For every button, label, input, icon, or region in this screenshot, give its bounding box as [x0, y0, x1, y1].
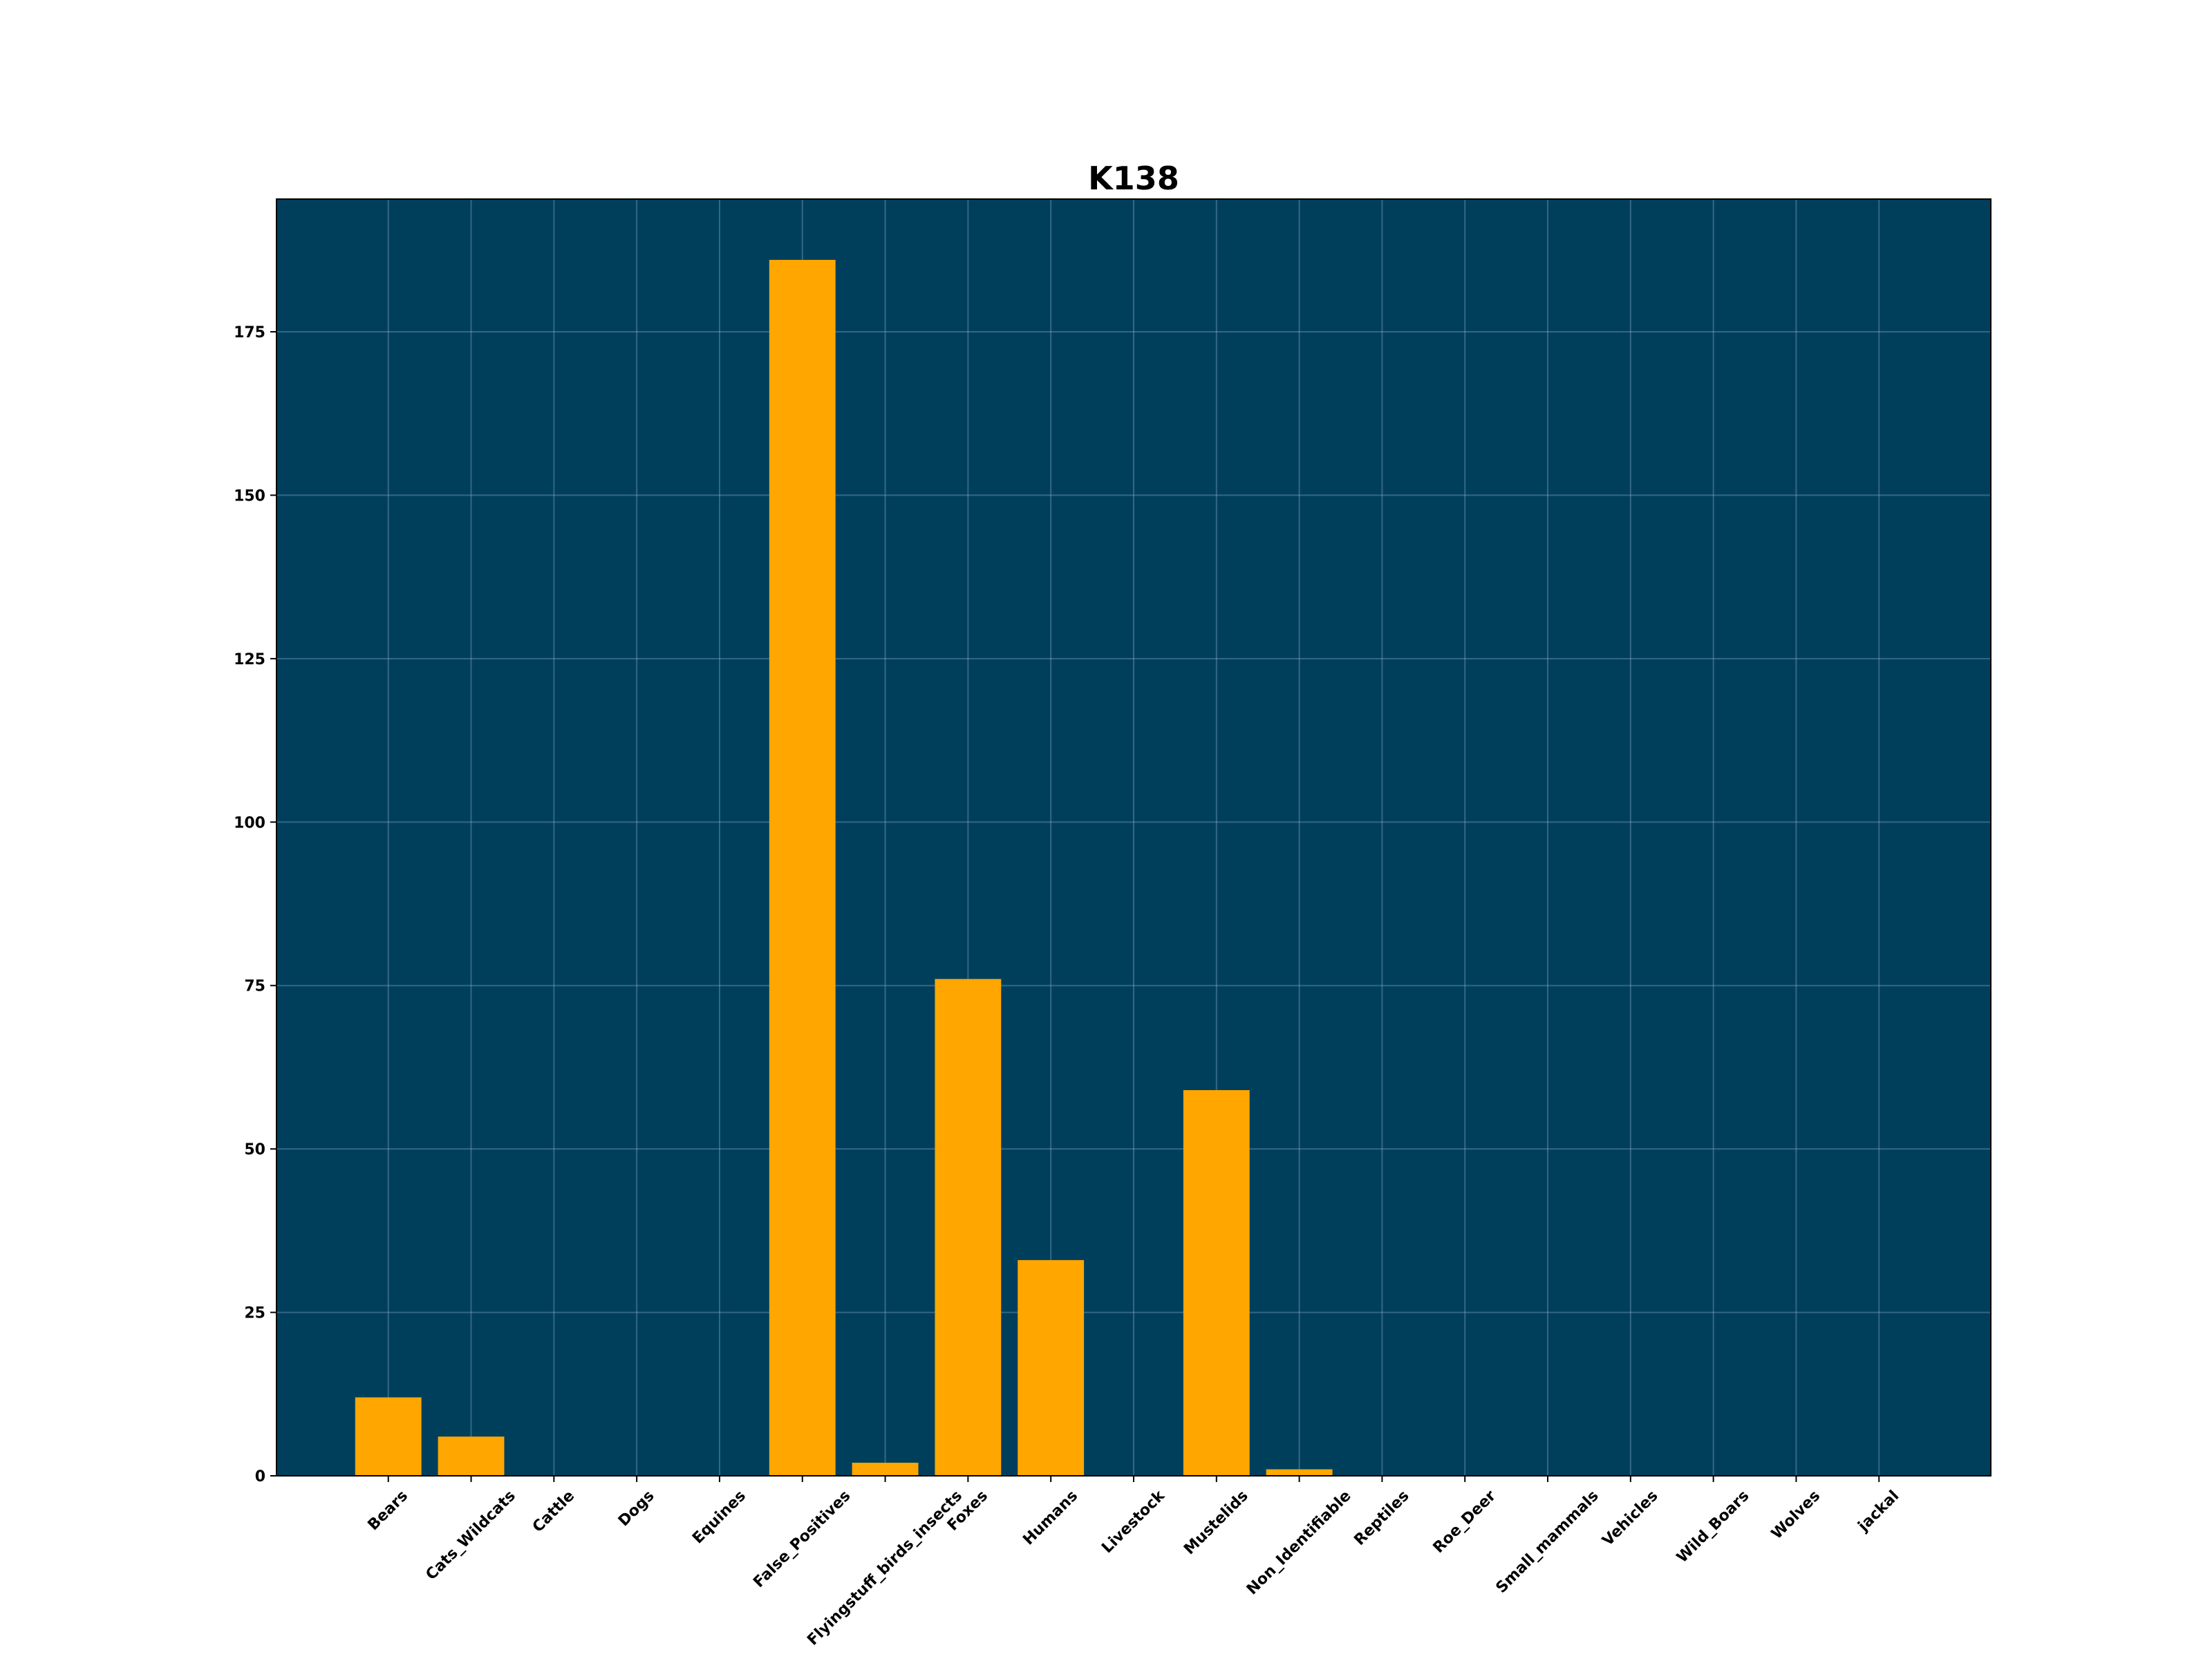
x-tick-label: Cattle: [529, 1488, 578, 1536]
x-tick-label: Humans: [1020, 1488, 1081, 1549]
x-tick-label: Equines: [689, 1488, 749, 1548]
y-tick-label: 75: [244, 978, 265, 995]
x-tick-label: Small_mammals: [1493, 1488, 1602, 1597]
y-tick-label: 150: [234, 487, 265, 505]
y-tick-label: 100: [234, 814, 265, 832]
bar: [438, 1436, 505, 1476]
bar: [1266, 1469, 1333, 1476]
x-tick-label: Vehicles: [1599, 1488, 1661, 1550]
x-tick-label: Wolves: [1768, 1488, 1824, 1543]
x-tick-label: Reptiles: [1351, 1488, 1412, 1549]
plot-area: [276, 199, 1991, 1476]
x-tick-label: Cats_Wildcats: [422, 1488, 518, 1584]
y-tick-label: 25: [244, 1305, 265, 1322]
x-tick-label: Non_Identifiable: [1244, 1488, 1355, 1599]
x-tick-label: False_Positives: [750, 1488, 854, 1591]
bar: [935, 979, 1002, 1476]
y-tick-label: 50: [244, 1141, 265, 1159]
x-tick-label: Bears: [365, 1488, 412, 1535]
y-tick-label: 175: [234, 324, 265, 341]
y-tick-label: 0: [255, 1468, 265, 1485]
bar: [769, 259, 836, 1476]
bar: [1183, 1090, 1250, 1476]
bar: [1018, 1259, 1085, 1476]
x-tick-label: Wild_Boars: [1674, 1488, 1752, 1566]
x-tick-label: Livestock: [1098, 1487, 1169, 1557]
plot-frame: [276, 198, 1991, 1477]
x-tick-label: Roe_Deer: [1430, 1487, 1499, 1556]
x-tick-label: Dogs: [615, 1488, 658, 1530]
chart-title: K138: [1088, 160, 1179, 197]
x-tick-label: Mustelids: [1181, 1488, 1252, 1559]
x-tick-label: jackal: [1855, 1488, 1903, 1536]
y-tick-label: 125: [234, 651, 265, 668]
bar: [355, 1397, 422, 1476]
bar: [852, 1463, 919, 1476]
